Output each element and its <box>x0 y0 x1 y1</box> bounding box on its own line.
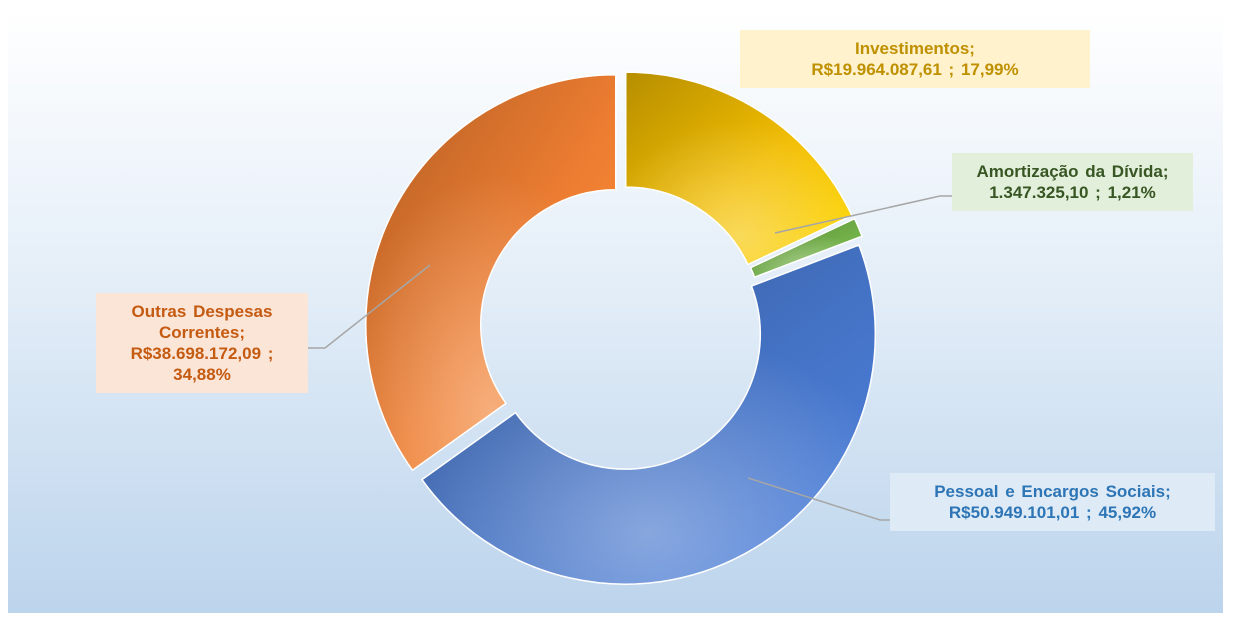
leader-line <box>747 477 890 521</box>
data-label: Amortização da Dívida; 1.347.325,10 ; 1,… <box>952 153 1193 211</box>
category-label: Investimentos; <box>855 39 975 58</box>
value-label: R$38.698.172,09 ; 34,88% <box>130 344 274 384</box>
value-label: R$50.949.101,01 ; 45,92% <box>948 503 1157 522</box>
category-label: Pessoal e Encargos Sociais; <box>934 482 1171 501</box>
value-label: 1.347.325,10 ; 1,21% <box>989 183 1156 202</box>
slice-shine <box>365 74 616 471</box>
data-label: Investimentos; R$19.964.087,61 ; 17,99% <box>740 30 1090 88</box>
leader-line <box>308 264 431 349</box>
data-label: Pessoal e Encargos Sociais; R$50.949.101… <box>890 473 1215 531</box>
category-label: Amortização da Dívida; <box>976 162 1169 181</box>
value-label: R$19.964.087,61 ; 17,99% <box>811 60 1019 79</box>
leader-line <box>774 195 952 234</box>
slice-shine <box>750 218 863 278</box>
category-label: Outras Despesas Correntes; <box>131 302 273 342</box>
slice-shine <box>421 245 876 585</box>
data-label: Outras Despesas Correntes; R$38.698.172,… <box>96 293 308 393</box>
slice-shine <box>625 72 852 265</box>
